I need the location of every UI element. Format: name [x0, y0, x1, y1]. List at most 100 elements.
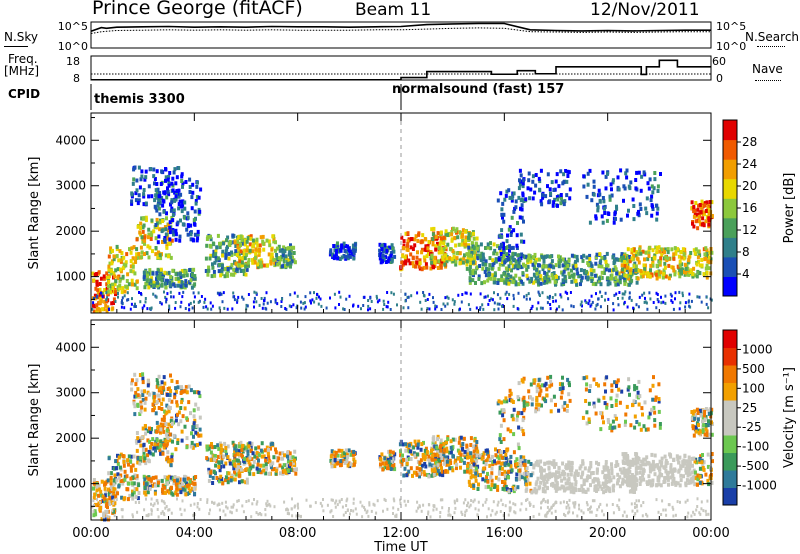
power-cell [507, 227, 511, 232]
power-cell [416, 250, 419, 255]
power-cell [179, 305, 182, 309]
power-cell [303, 307, 306, 311]
power-cell [158, 194, 162, 199]
velocity-cell [442, 453, 446, 458]
power-cell [695, 274, 699, 279]
power-cell [531, 196, 535, 201]
power-cell [378, 256, 382, 261]
velocity-cell [224, 449, 228, 454]
velocity-cell [170, 491, 174, 496]
power-cell [333, 248, 337, 253]
velocity-cell [110, 500, 114, 505]
power-cell [259, 264, 263, 269]
velocity-cell [183, 424, 187, 429]
power-cell [217, 269, 221, 274]
power-cell [413, 243, 417, 248]
power-cell [95, 282, 99, 287]
velocity-cell [681, 460, 685, 465]
velocity-cell [198, 415, 202, 420]
velocity-cell [630, 483, 634, 488]
power-cell [633, 261, 637, 266]
velocity-cell [573, 474, 577, 479]
power-cell [176, 220, 180, 225]
power-cell [541, 193, 544, 197]
power-cell [148, 268, 152, 273]
power-cell [190, 195, 194, 200]
velocity-cell [219, 474, 223, 479]
power-cell [110, 268, 114, 273]
velocity-cell [466, 455, 469, 460]
velocity-cell [148, 481, 151, 486]
velocity-cell [498, 466, 502, 471]
power-cell [170, 206, 174, 211]
power-cell [488, 263, 492, 268]
power-cell [517, 261, 521, 266]
power-cell [179, 275, 183, 279]
power-cell [663, 261, 667, 266]
velocity-cell [507, 469, 511, 474]
velocity-cell [117, 484, 121, 489]
power-cell [531, 179, 535, 184]
power-cell [376, 300, 379, 304]
power-cell [180, 300, 183, 304]
power-cell [479, 307, 481, 311]
power-cell [403, 255, 407, 260]
velocity-cell [409, 457, 413, 461]
power-cell [193, 300, 195, 304]
power-cell [111, 248, 114, 253]
power-cell [170, 215, 174, 220]
power-cell [551, 275, 555, 280]
velocity-cell [500, 400, 504, 405]
power-cell [172, 282, 176, 287]
velocity-cell [462, 460, 466, 465]
power-cell [227, 256, 231, 261]
power-cell [272, 237, 276, 241]
power-cell [406, 242, 410, 247]
power-cell [493, 308, 496, 312]
power-cell [508, 248, 511, 253]
power-cell [406, 296, 409, 299]
power-cell [659, 256, 663, 261]
power-cell [153, 181, 156, 186]
velocity-cell [514, 487, 517, 491]
power-cell [224, 253, 228, 258]
power-cell [692, 204, 696, 209]
power-cell [641, 274, 645, 279]
power-cell [428, 292, 431, 296]
power-cell [423, 237, 427, 241]
power-cell [333, 254, 336, 259]
velocity-cell [138, 461, 142, 466]
power-cell [245, 267, 249, 272]
velocity-cell [498, 433, 502, 438]
velocity-cell [509, 429, 513, 434]
power-cell [605, 263, 608, 267]
power-cell [422, 265, 426, 270]
power-cell [425, 265, 429, 270]
power-cell [588, 168, 592, 173]
power-cell [383, 303, 386, 306]
power-cell [260, 297, 263, 300]
velocity-cell [93, 492, 97, 497]
power-cell [123, 294, 126, 298]
velocity-cell [129, 459, 132, 464]
power-cell [229, 272, 233, 277]
power-cell [268, 243, 272, 248]
power-cell [517, 264, 521, 269]
velocity-cell [100, 517, 104, 522]
power-cell [463, 241, 467, 246]
power-cell [597, 276, 601, 281]
velocity-cell [240, 479, 244, 484]
power-cell [242, 297, 245, 301]
power-cell [174, 181, 178, 186]
velocity-cell [466, 463, 469, 468]
power-cell [96, 294, 99, 298]
power-cell [336, 241, 339, 246]
power-cell [520, 215, 524, 220]
velocity-cell [135, 474, 139, 479]
power-cell [325, 306, 328, 310]
power-cell [560, 282, 564, 287]
velocity-cell [635, 478, 639, 483]
power-cell [572, 254, 576, 259]
velocity-cell [689, 480, 693, 485]
